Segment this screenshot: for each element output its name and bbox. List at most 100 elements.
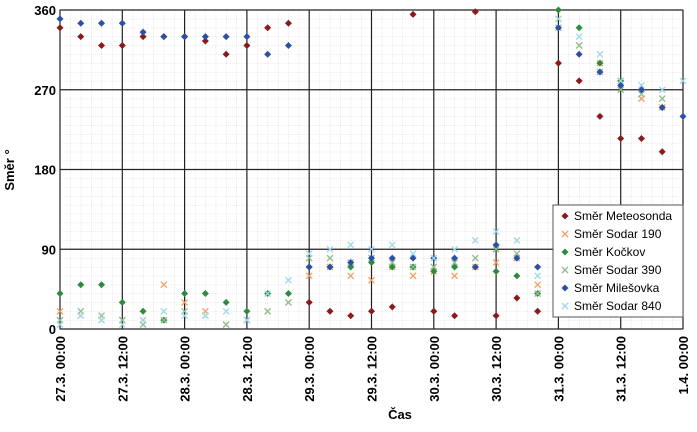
point <box>77 33 85 41</box>
point <box>222 50 230 58</box>
legend-label: Směr Sodar 190 <box>574 227 662 241</box>
point <box>554 24 562 32</box>
point <box>284 290 292 298</box>
point <box>368 259 375 267</box>
point <box>658 86 666 94</box>
point <box>492 228 500 235</box>
point <box>243 316 251 324</box>
point <box>617 134 625 142</box>
legend-marker <box>561 248 569 256</box>
legend-marker <box>561 302 569 310</box>
point <box>492 241 500 249</box>
y-tick-label: 360 <box>34 3 56 18</box>
point <box>305 298 313 306</box>
legend-label: Směr Milešovka <box>574 281 660 295</box>
x-tick-label: 1.4. 00:00 <box>676 336 691 395</box>
point <box>305 250 313 258</box>
point <box>471 263 479 271</box>
x-tick-label: 31.3. 00:00 <box>551 336 566 402</box>
point <box>471 8 479 16</box>
point <box>471 254 479 262</box>
point <box>201 37 209 45</box>
x-tick-label: 28.3. 00:00 <box>178 336 193 402</box>
point <box>471 236 479 244</box>
y-tick-label: 0 <box>49 322 56 337</box>
point <box>139 33 147 41</box>
point <box>139 307 147 315</box>
point <box>388 303 396 311</box>
point <box>638 90 645 98</box>
point <box>554 6 562 14</box>
x-tick-label: 27.3. 12:00 <box>115 336 130 402</box>
point <box>575 24 583 32</box>
point <box>264 50 272 58</box>
point <box>98 19 106 27</box>
x-tick-label: 27.3. 00:00 <box>53 336 68 402</box>
point <box>430 307 438 315</box>
point <box>451 259 459 267</box>
point <box>56 15 64 23</box>
x-axis-label: Čas <box>388 407 412 422</box>
point <box>160 307 168 315</box>
point <box>160 33 168 41</box>
point <box>368 254 375 262</box>
point <box>388 254 396 262</box>
point <box>118 41 126 49</box>
point <box>98 316 105 324</box>
point <box>118 19 126 27</box>
point <box>56 24 64 32</box>
point <box>56 321 64 329</box>
y-tick-label: 90 <box>42 242 56 257</box>
point <box>201 290 209 298</box>
point <box>326 307 334 315</box>
point <box>243 41 251 49</box>
point <box>637 134 645 142</box>
point <box>264 24 272 32</box>
point <box>658 95 666 103</box>
x-tick-label: 29.3. 12:00 <box>365 336 380 402</box>
point <box>77 312 85 320</box>
point <box>368 276 375 284</box>
point <box>222 321 230 329</box>
point <box>513 250 521 258</box>
point <box>222 298 230 306</box>
point <box>534 290 542 298</box>
point <box>326 245 334 253</box>
point <box>181 33 189 41</box>
point <box>409 263 417 271</box>
point <box>347 241 355 249</box>
point <box>347 312 355 320</box>
point <box>513 236 521 244</box>
point <box>596 50 604 58</box>
point <box>617 81 625 89</box>
point <box>368 245 375 253</box>
point <box>534 272 542 280</box>
point <box>284 19 292 27</box>
point <box>451 312 459 320</box>
point <box>534 281 542 289</box>
point <box>181 298 189 306</box>
point <box>534 307 542 315</box>
legend <box>552 204 684 318</box>
x-tick-label: 28.3. 12:00 <box>240 336 255 402</box>
point <box>222 307 230 315</box>
y-tick-label: 270 <box>34 83 56 98</box>
point <box>554 59 562 67</box>
point <box>575 33 583 41</box>
point <box>492 259 500 267</box>
point <box>160 281 168 289</box>
point <box>388 241 396 249</box>
point <box>451 263 459 271</box>
legend-label: Směr Sodar 390 <box>574 263 662 277</box>
point <box>617 77 625 85</box>
legend-marker <box>561 230 569 238</box>
point <box>284 298 292 306</box>
point <box>575 77 583 85</box>
point <box>575 50 583 58</box>
legend-marker <box>561 284 569 292</box>
point <box>638 81 645 89</box>
point <box>326 263 334 271</box>
point <box>513 294 521 302</box>
point <box>284 276 292 284</box>
